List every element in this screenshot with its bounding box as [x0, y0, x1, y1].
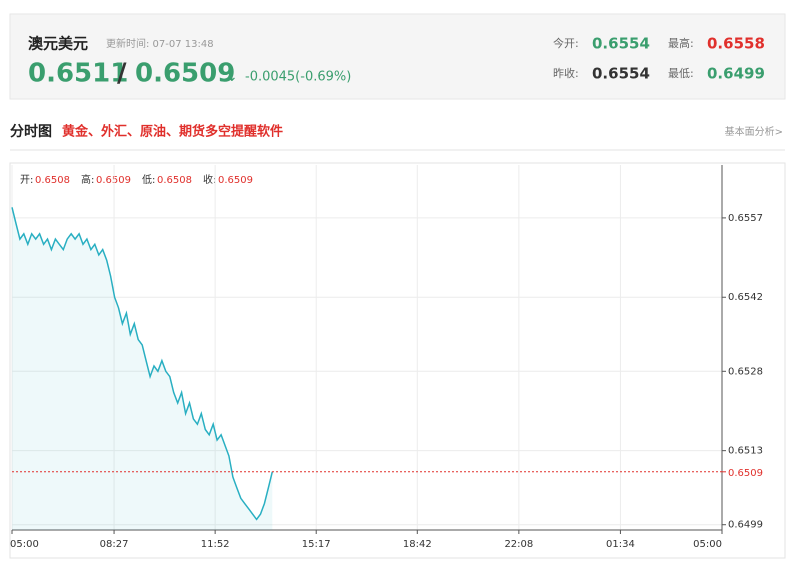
info-value: 0.6509: [96, 175, 131, 186]
promo-link[interactable]: 黄金、外汇、原油、期货多空提醒软件: [62, 124, 283, 140]
info-label: 低:: [142, 173, 155, 186]
x-tick-label: 18:42: [403, 539, 432, 550]
stat-value: 0.6554: [592, 35, 650, 53]
stat-label: 今开:: [553, 36, 579, 50]
chart-box: [9, 162, 786, 559]
ask-price: 0.6509: [135, 59, 235, 89]
update-time: 更新时间: 07-07 13:48: [106, 37, 214, 50]
down-arrow: ↓: [226, 69, 238, 85]
info-label: 高:: [81, 173, 94, 186]
x-tick-label: 05:00: [10, 539, 39, 550]
info-value: 0.6508: [35, 175, 70, 186]
x-tick-label: 05:00: [693, 539, 722, 550]
price-change: -0.0045(-0.69%): [245, 70, 351, 85]
info-value: 0.6508: [157, 175, 192, 186]
pair-name: 澳元美元: [28, 35, 88, 53]
y-tick-label: 0.6557: [728, 213, 763, 224]
x-tick-label: 11:52: [201, 539, 230, 550]
stat-value: 0.6499: [707, 65, 765, 83]
y-tick-label: 0.6528: [728, 366, 763, 377]
stat-value: 0.6558: [707, 35, 765, 53]
y-tick-label: 0.6499: [728, 520, 763, 531]
info-label: 收:: [203, 173, 216, 186]
price-line: [11, 207, 274, 521]
y-tick-label: 0.6542: [728, 292, 763, 303]
stat-label: 最低:: [668, 67, 694, 80]
stat-value: 0.6554: [592, 65, 650, 83]
x-tick-label: 08:27: [100, 539, 129, 550]
stat-label: 昨收:: [553, 66, 579, 80]
area-fill: [12, 207, 273, 531]
bid-price: 0.6511: [28, 59, 128, 89]
header-box: [9, 13, 786, 100]
chart: 开: 0.6508 高: 0.6509 低: 0.6508 收: 0.65090.65570.…: [10, 165, 763, 550]
current-price-label: 0.6509: [728, 468, 763, 479]
x-tick-label: 01:34: [606, 539, 635, 550]
info-value: 0.6509: [218, 175, 253, 186]
info-label: 开:: [20, 175, 33, 186]
x-tick-label: 22:08: [504, 539, 533, 550]
stats: 今开: 0.6554 最高: 0.6558 昨收: 0.6554 最低: 0.6499: [553, 35, 765, 83]
section-title: 分时图: [10, 123, 52, 140]
x-tick-label: 15:17: [302, 539, 331, 550]
price-separator: /: [117, 59, 127, 89]
stat-label: 最高:: [668, 36, 694, 50]
y-tick-label: 0.6513: [728, 446, 763, 457]
more-link[interactable]: 基本面分析>: [725, 125, 783, 138]
